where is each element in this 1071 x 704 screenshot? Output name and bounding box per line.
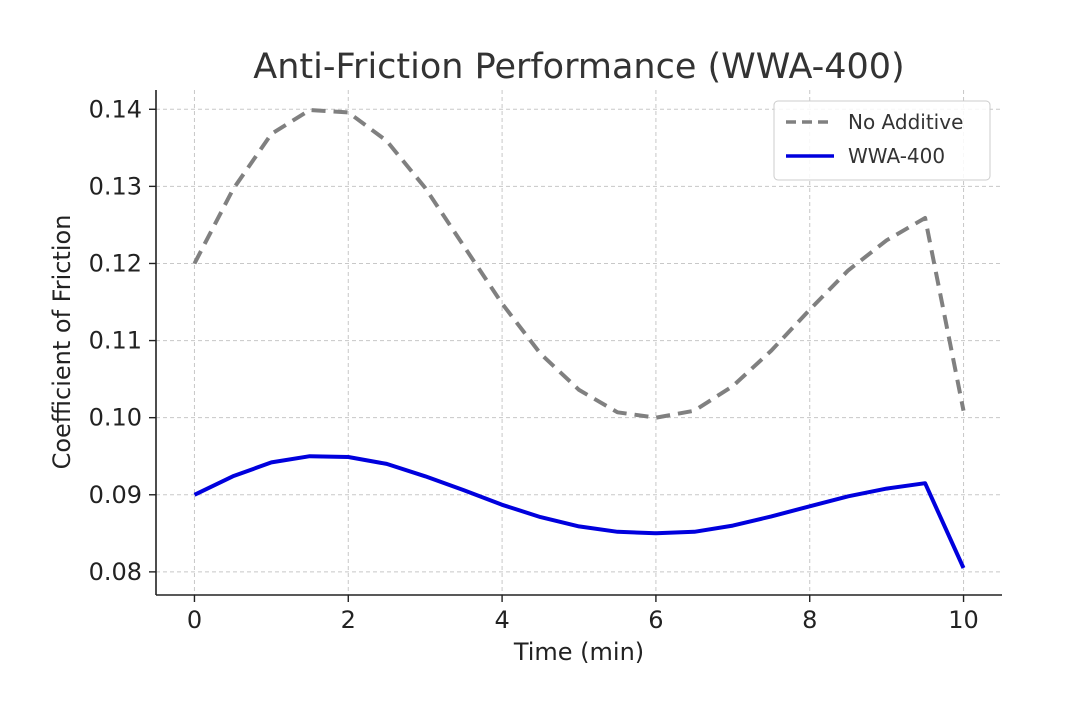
- y-tick-label-2: 0.10: [89, 404, 142, 432]
- y-axis-label: Coefficient of Friction: [48, 215, 76, 470]
- y-tick-label-0: 0.08: [89, 558, 142, 586]
- y-tick-label-4: 0.12: [89, 249, 142, 277]
- x-tick-label-4: 8: [802, 606, 817, 634]
- x-tick-label-5: 10: [948, 606, 979, 634]
- legend-label-no-additive: No Additive: [848, 110, 963, 134]
- x-tick-label-3: 6: [648, 606, 663, 634]
- legend: No Additive WWA-400: [774, 101, 990, 180]
- legend-label-wwa-400: WWA-400: [848, 144, 945, 168]
- y-tick-label-3: 0.11: [89, 327, 142, 355]
- y-tick-label-1: 0.09: [89, 481, 142, 509]
- x-tick-label-1: 2: [341, 606, 356, 634]
- x-tick-label-0: 0: [187, 606, 202, 634]
- x-axis-label: Time (min): [513, 638, 644, 666]
- y-tick-label-5: 0.13: [89, 172, 142, 200]
- x-tick-label-2: 4: [494, 606, 509, 634]
- chart: Anti-Friction Performance (WWA-400) 0 2 4 6…: [0, 0, 1071, 704]
- chart-title: Anti-Friction Performance (WWA-400): [253, 47, 904, 87]
- y-tick-label-6: 0.14: [89, 95, 142, 123]
